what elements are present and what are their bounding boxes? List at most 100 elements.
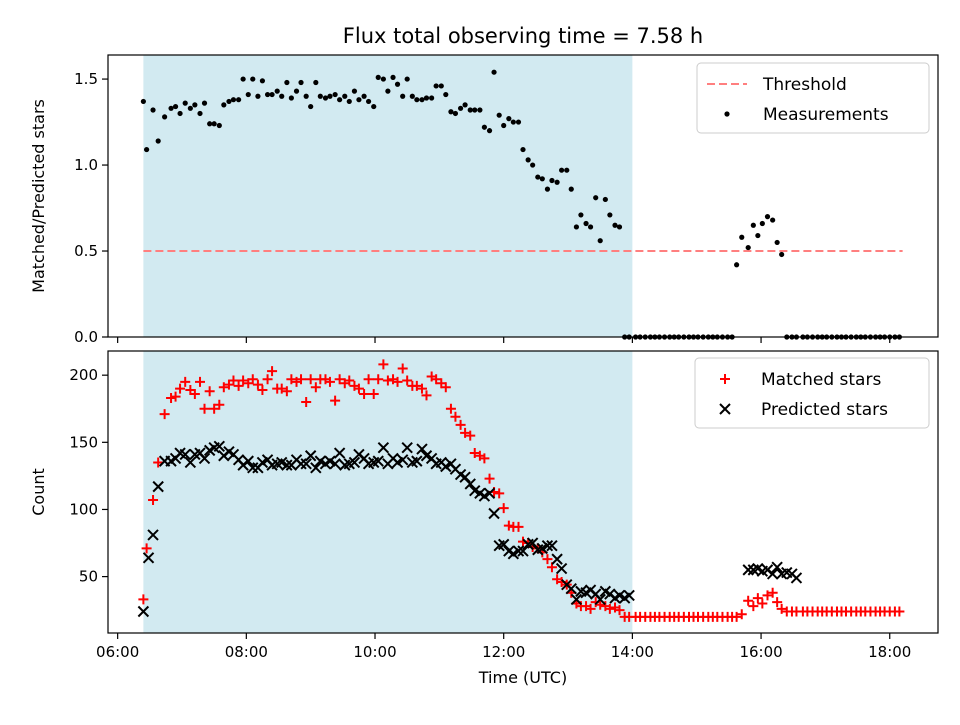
matched-point bbox=[469, 448, 480, 459]
matched-point bbox=[894, 606, 905, 617]
matched-point bbox=[334, 374, 345, 385]
y-tick-label: 1.5 bbox=[74, 70, 98, 88]
matched-point bbox=[166, 393, 177, 403]
measurement-point bbox=[264, 91, 271, 98]
observing-span bbox=[143, 351, 633, 633]
measurement-point bbox=[764, 214, 771, 220]
predicted-point bbox=[771, 561, 783, 573]
matched-point bbox=[233, 380, 244, 391]
measurement-point bbox=[375, 74, 381, 80]
matched-point bbox=[498, 503, 509, 514]
measurement-point bbox=[770, 217, 776, 223]
measurement-point bbox=[144, 146, 150, 153]
predicted-point bbox=[333, 447, 346, 459]
measurement-point bbox=[602, 196, 608, 203]
measurement-point bbox=[293, 88, 300, 94]
predicted-point bbox=[459, 471, 471, 483]
matched-point bbox=[440, 382, 451, 393]
matched-point bbox=[445, 403, 456, 414]
measurement-point bbox=[365, 98, 372, 105]
matched-point bbox=[262, 374, 273, 385]
predicted-point bbox=[570, 593, 583, 606]
matched-point bbox=[465, 430, 476, 441]
measurement-point bbox=[385, 88, 391, 94]
matched-point bbox=[330, 395, 341, 406]
matched-point bbox=[204, 386, 215, 397]
legend-label: Measurements bbox=[763, 105, 889, 125]
matched-point bbox=[138, 594, 149, 605]
matched-point bbox=[392, 376, 403, 387]
predicted-point bbox=[488, 507, 500, 520]
matched-point bbox=[450, 411, 461, 422]
measurement-point bbox=[155, 138, 161, 144]
x-tick-label: 10:00 bbox=[353, 643, 396, 661]
matched-point bbox=[175, 383, 186, 394]
matched-point bbox=[431, 374, 442, 385]
measurement-point bbox=[568, 186, 574, 192]
measurement-point bbox=[284, 79, 290, 86]
matched-point bbox=[585, 603, 596, 614]
measurement-point bbox=[322, 95, 329, 101]
measurement-point bbox=[559, 167, 565, 173]
predicted-point bbox=[281, 459, 293, 471]
predicted-point bbox=[497, 538, 510, 551]
matched-point bbox=[344, 375, 355, 386]
legend-label: Matched stars bbox=[761, 370, 881, 390]
matched-point bbox=[301, 397, 312, 408]
measurement-point bbox=[593, 195, 599, 201]
measurement-point bbox=[274, 88, 280, 94]
matched-point bbox=[276, 383, 287, 394]
measurement-point bbox=[192, 102, 198, 108]
series-0 bbox=[138, 359, 905, 622]
predicted-point bbox=[483, 487, 496, 500]
measurement-point bbox=[525, 157, 531, 163]
measurement-point bbox=[452, 110, 459, 117]
matched-point bbox=[286, 374, 297, 385]
measurement-point bbox=[423, 95, 430, 101]
measurement-point bbox=[414, 97, 420, 103]
y-axis-label: Count bbox=[29, 468, 48, 516]
measurement-point bbox=[313, 79, 319, 86]
matched-point bbox=[378, 359, 389, 370]
matched-point bbox=[411, 380, 422, 391]
legend-label: Threshold bbox=[762, 75, 847, 95]
predicted-point bbox=[242, 455, 254, 467]
y-tick-label: 50 bbox=[79, 568, 98, 586]
matched-point bbox=[542, 554, 553, 565]
matched-point bbox=[247, 374, 258, 385]
legend-matched-swatch bbox=[720, 374, 730, 384]
measurement-point bbox=[448, 109, 454, 115]
matched-point bbox=[767, 587, 778, 598]
measurement-point bbox=[140, 98, 146, 105]
matched-point bbox=[604, 603, 615, 614]
measurement-point bbox=[259, 78, 266, 84]
measurement-point bbox=[515, 119, 522, 125]
series-0 bbox=[140, 69, 902, 340]
measurement-point bbox=[201, 100, 208, 106]
matched-point bbox=[180, 376, 191, 387]
matched-point bbox=[484, 473, 495, 484]
measurement-point bbox=[779, 251, 785, 258]
matched-point bbox=[736, 609, 747, 620]
measurement-point bbox=[750, 222, 756, 228]
predicted-point bbox=[147, 529, 159, 541]
matched-point bbox=[397, 363, 408, 374]
matched-point bbox=[141, 543, 152, 554]
measurement-point bbox=[597, 238, 603, 244]
measurement-point bbox=[400, 93, 406, 99]
measurement-point bbox=[477, 107, 483, 113]
measurement-point bbox=[739, 234, 745, 240]
matched-point bbox=[614, 605, 625, 616]
measurement-point bbox=[207, 121, 213, 127]
measurement-point bbox=[255, 93, 261, 99]
panel-top: 0.0 0.5 1.0 1.5 Matched/Predicted stars Flux … bbox=[29, 24, 939, 346]
y-tick-label: 1.0 bbox=[74, 156, 98, 174]
measurement-point bbox=[226, 98, 232, 105]
predicted-point bbox=[152, 480, 164, 493]
measurement-point bbox=[361, 93, 367, 99]
measurement-point bbox=[583, 220, 589, 227]
matched-point bbox=[373, 374, 384, 385]
matched-point bbox=[743, 595, 754, 606]
measurement-point bbox=[419, 97, 425, 103]
